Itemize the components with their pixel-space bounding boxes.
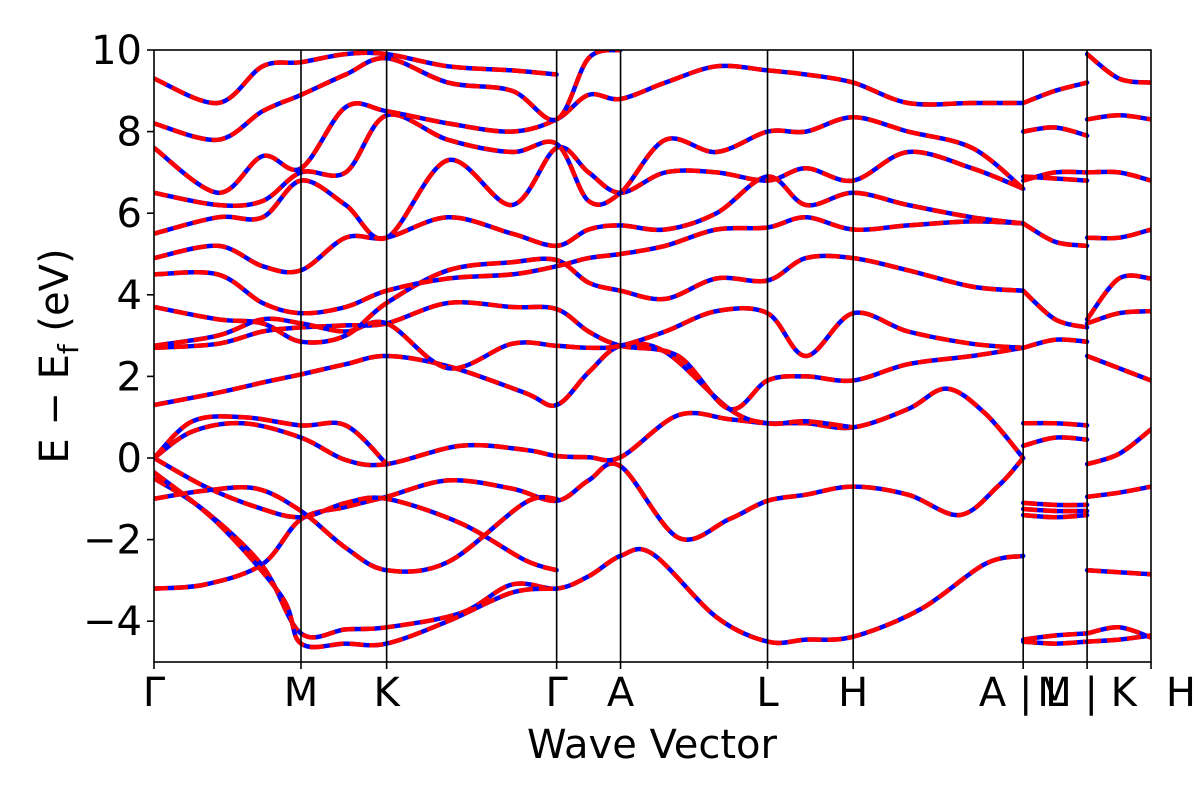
x-tick-label: M xyxy=(284,670,319,716)
band-line xyxy=(154,386,1026,468)
x-tick-label: H xyxy=(1166,670,1196,716)
band-line xyxy=(1084,308,1151,326)
band-line-red xyxy=(1022,221,1088,249)
y-axis-title: E − Ef (eV) xyxy=(32,248,85,463)
band-line-red xyxy=(154,386,1025,468)
band-line-red xyxy=(1023,500,1088,508)
x-tick-label: K xyxy=(374,670,402,716)
x-tick-label: Γ xyxy=(143,670,166,716)
band-line xyxy=(1084,227,1151,241)
band-line xyxy=(1020,80,1090,106)
band-line-red xyxy=(1022,80,1088,106)
band-line xyxy=(1084,113,1151,122)
band-line xyxy=(1084,567,1151,577)
y-tick-label: 10 xyxy=(91,28,142,74)
band-line xyxy=(154,470,559,650)
y-axis-title-a: E − E xyxy=(32,354,78,464)
band-line xyxy=(1020,506,1090,514)
band-line-red xyxy=(1086,427,1151,467)
band-line xyxy=(1020,288,1090,330)
band-line xyxy=(154,50,623,143)
kpath-separators xyxy=(300,50,1088,662)
band-line-red xyxy=(1086,484,1151,500)
band-line xyxy=(1020,500,1090,508)
band-line-red xyxy=(1086,308,1151,326)
plot-background xyxy=(154,50,1151,662)
band-line xyxy=(1020,337,1090,351)
band-line xyxy=(1084,484,1151,500)
y-tick-label: 2 xyxy=(117,354,142,400)
y-tick-label: −2 xyxy=(83,518,142,564)
band-line-red xyxy=(154,174,1024,275)
band-line xyxy=(1084,169,1151,183)
x-tick-label: A | L xyxy=(979,670,1068,716)
band-line-red xyxy=(1022,435,1088,448)
band-line xyxy=(154,50,559,106)
band-line-red xyxy=(1086,353,1151,383)
band-line-red xyxy=(1086,625,1151,640)
band-line-red xyxy=(1086,633,1151,644)
band-line-red xyxy=(154,470,557,650)
x-tick-label: H xyxy=(838,670,868,716)
y-axis-ticks: −4 −2 0 2 4 6 8 10 xyxy=(83,28,154,645)
band-line-red xyxy=(154,341,854,430)
x-tick-label: A xyxy=(607,670,635,716)
y-tick-label: 8 xyxy=(117,110,142,156)
x-axis-title: Wave Vector xyxy=(527,722,778,768)
y-tick-label: −4 xyxy=(83,599,142,645)
band-line xyxy=(154,414,389,467)
band-line-red xyxy=(1087,227,1151,241)
x-tick-label: M | K xyxy=(1037,670,1138,716)
band-line-red xyxy=(1086,567,1151,577)
band-line xyxy=(1084,273,1151,322)
band-line xyxy=(1084,427,1151,467)
x-tick-label: L xyxy=(756,670,779,716)
band-line-red xyxy=(1022,337,1088,350)
band-line-red xyxy=(154,484,557,574)
band-line-red xyxy=(1023,506,1088,514)
band-line xyxy=(1020,420,1090,428)
band-line-red xyxy=(1022,631,1088,642)
band-line xyxy=(154,484,559,574)
plot-frame xyxy=(153,49,1152,663)
band-line xyxy=(1020,174,1090,183)
band-line-red xyxy=(154,50,557,106)
y-tick-label: 6 xyxy=(117,191,142,237)
band-line-red xyxy=(1085,52,1151,85)
y-axis-title-b: (eV) xyxy=(32,248,78,344)
band-line-red xyxy=(1023,174,1088,183)
band-line xyxy=(154,455,559,573)
band-line xyxy=(1020,512,1090,520)
band-line-red xyxy=(154,50,622,143)
band-line-red xyxy=(1086,113,1151,122)
band-line xyxy=(1020,435,1090,449)
band-line xyxy=(1084,353,1151,383)
band-line-red xyxy=(154,414,389,466)
band-line-red xyxy=(1021,289,1088,330)
band-line xyxy=(1084,633,1151,644)
band-line-red xyxy=(1023,639,1088,646)
band-line xyxy=(1020,221,1090,249)
band-line xyxy=(1020,125,1090,138)
band-line xyxy=(154,341,856,430)
band-line-red xyxy=(1023,512,1088,520)
y-axis-title-sub: f xyxy=(52,343,85,354)
y-tick-label: 0 xyxy=(117,436,142,482)
band-line-red xyxy=(1022,125,1088,138)
band-line xyxy=(1084,51,1151,85)
band-line xyxy=(1020,639,1090,646)
y-tick-label: 4 xyxy=(117,273,142,319)
x-tick-label: Γ xyxy=(545,670,568,716)
band-line-red xyxy=(154,456,558,573)
band-line-red xyxy=(1085,273,1151,321)
band-line xyxy=(1020,631,1090,642)
band-line-red xyxy=(1087,169,1151,183)
band-line-red xyxy=(1023,420,1088,428)
